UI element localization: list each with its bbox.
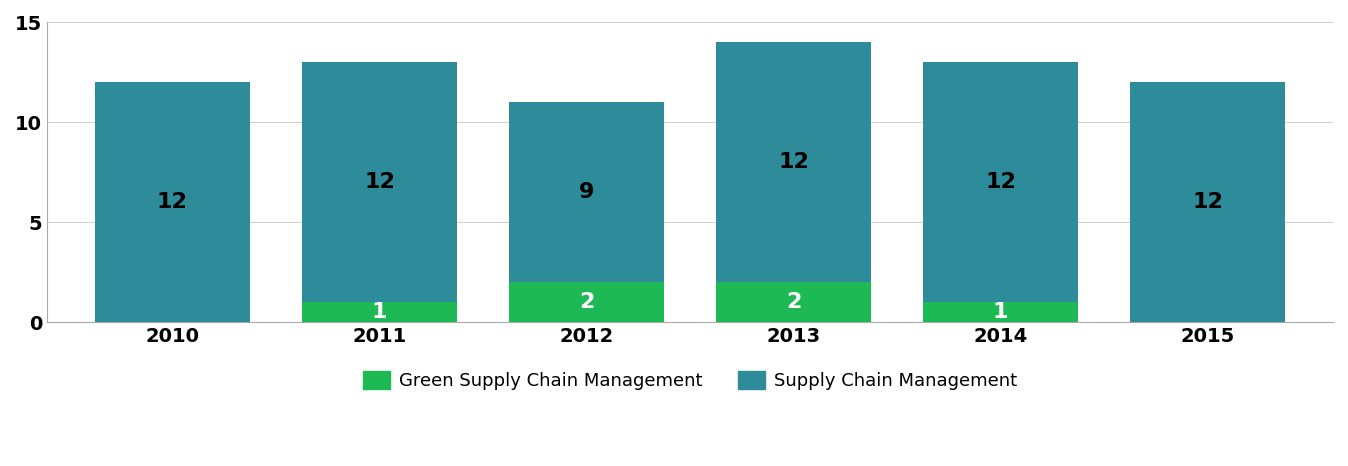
Bar [510,103,665,282]
Text: 2: 2 [786,292,801,312]
Text: 12: 12 [1192,192,1223,212]
Bar [1130,82,1286,322]
Bar [923,302,1078,322]
Text: 12: 12 [778,152,809,172]
Bar [716,282,871,322]
Bar [94,82,249,322]
Legend: Green Supply Chain Management, Supply Chain Management: Green Supply Chain Management, Supply Ch… [356,363,1024,397]
Text: 12: 12 [364,172,395,192]
Text: 1: 1 [372,302,387,322]
Text: 12: 12 [156,192,187,212]
Text: 2: 2 [578,292,594,312]
Text: 12: 12 [985,172,1016,192]
Text: 1: 1 [993,302,1008,322]
Bar [716,42,871,282]
Bar [302,62,457,302]
Text: 9: 9 [578,182,594,202]
Bar [923,62,1078,302]
Bar [510,282,665,322]
Bar [302,302,457,322]
